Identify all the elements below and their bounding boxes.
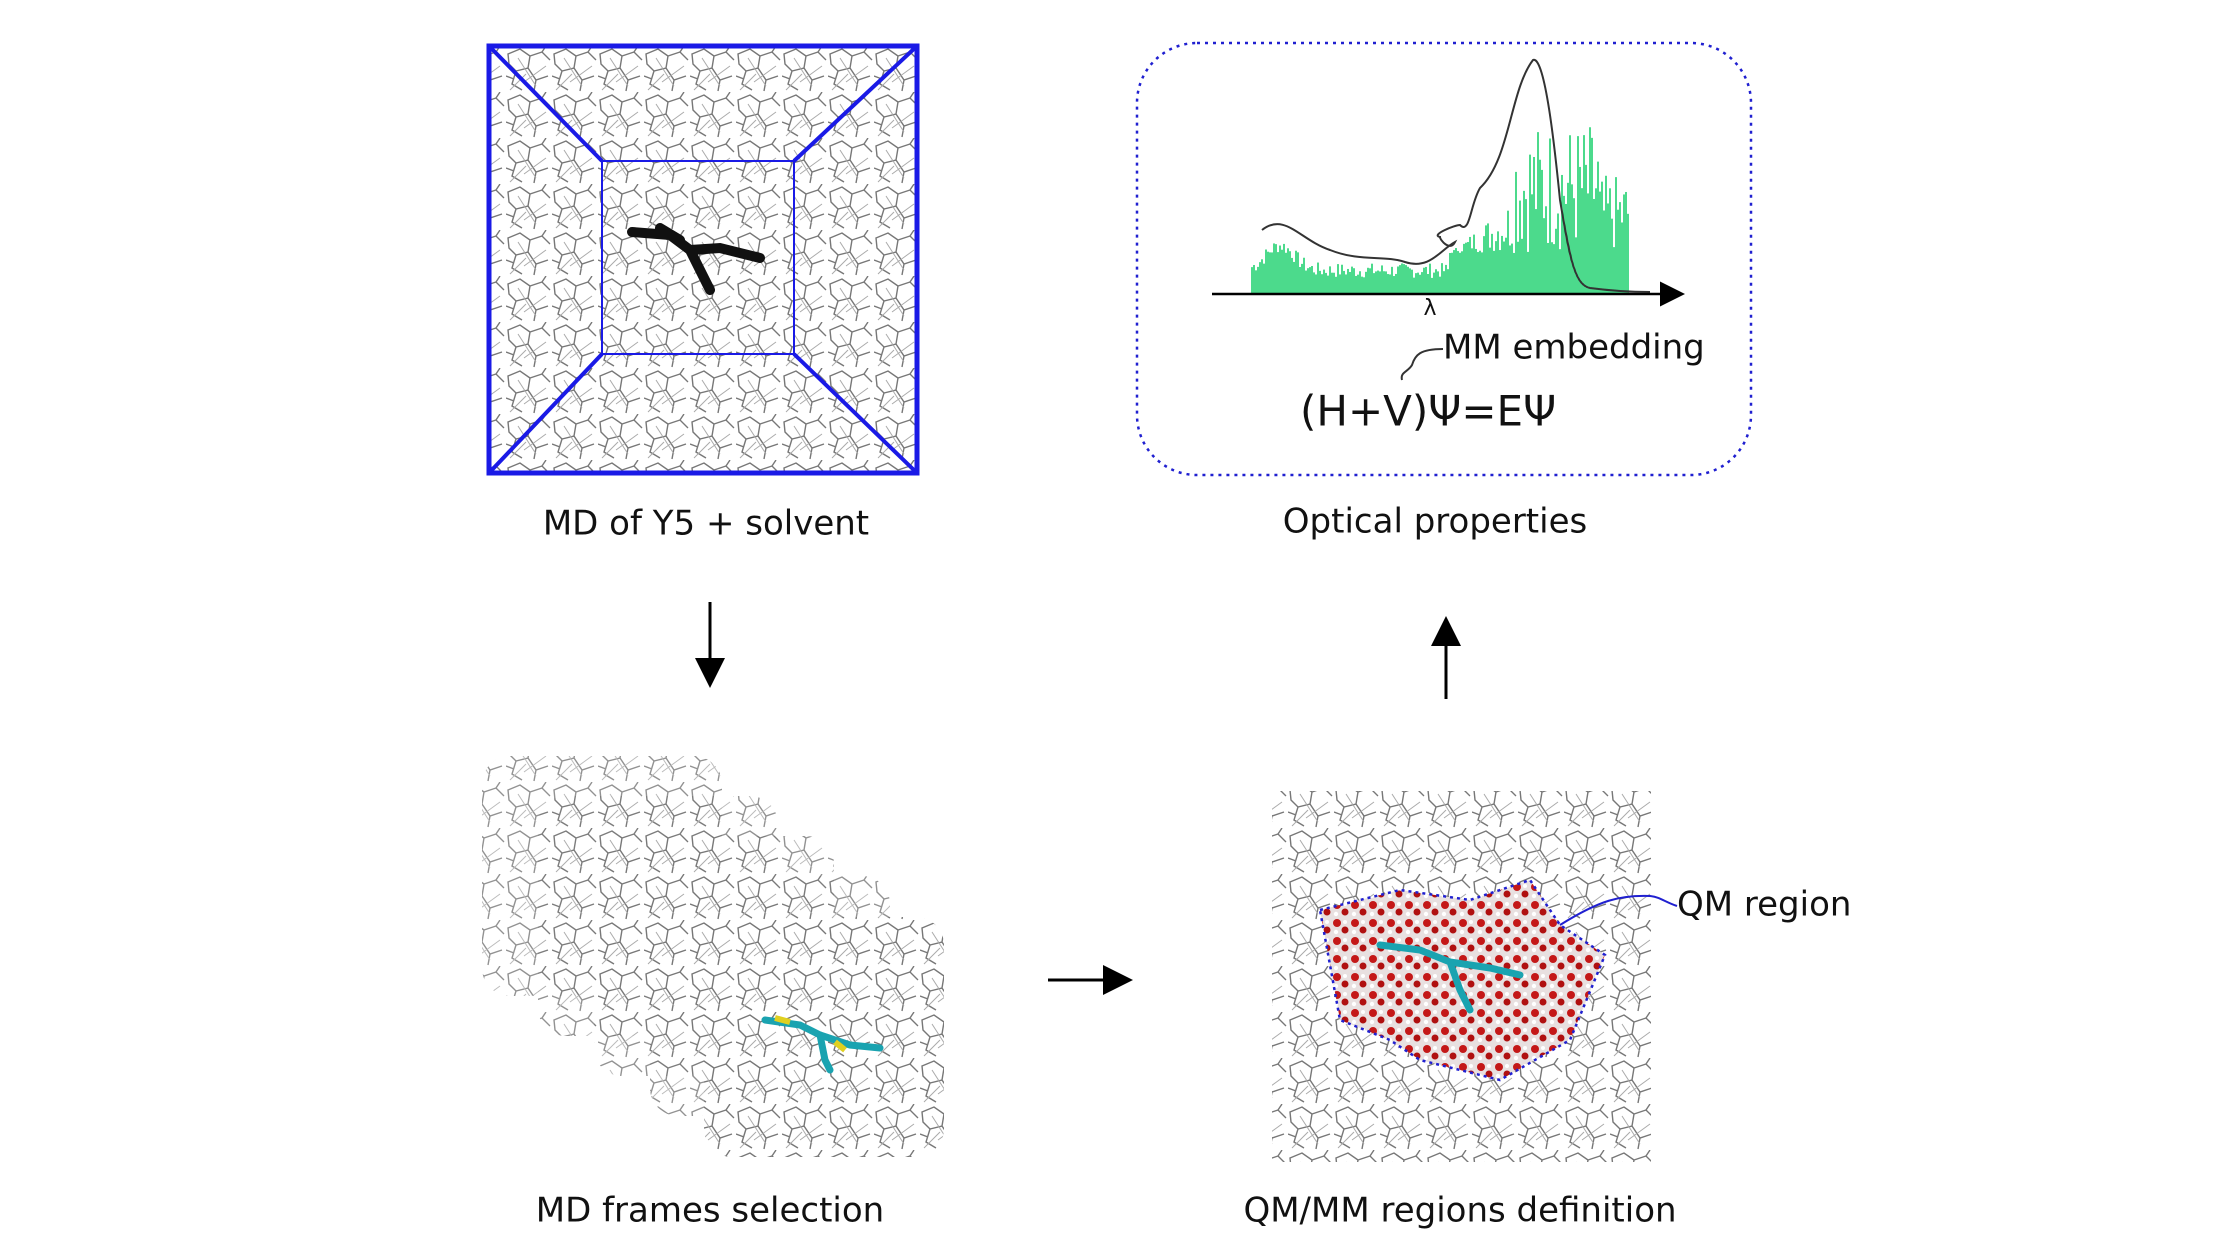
annotation: MM embedding: [1443, 328, 1705, 368]
panel-label: Optical properties: [1283, 502, 1587, 542]
annotation: QM region: [1677, 885, 1851, 925]
equation: (H+V)Ψ=EΨ: [1300, 387, 1556, 436]
frames-stack: [482, 756, 944, 1157]
spectrum-bars: [1251, 127, 1629, 293]
qmmm-box: [1272, 791, 1678, 1162]
optical-box: [1135, 41, 1753, 477]
panel-label: MD of Y5 + solvent: [543, 504, 869, 544]
axis-label: λ: [1423, 296, 1436, 321]
panel-label: QM/MM regions definition: [1243, 1191, 1676, 1231]
md-box: [486, 43, 920, 476]
panel-label: MD frames selection: [536, 1191, 884, 1231]
